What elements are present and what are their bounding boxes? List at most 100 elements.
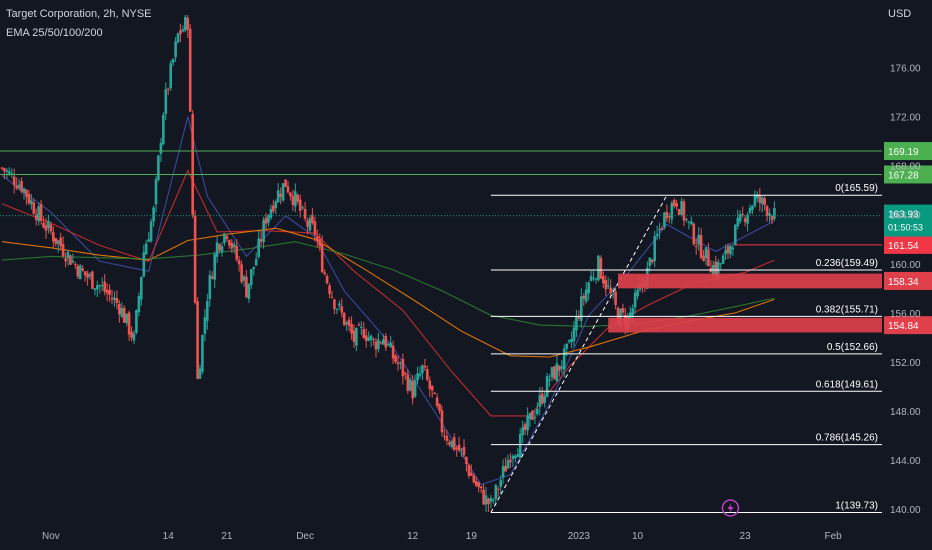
fib-level-label: 1(139.73) (835, 500, 878, 511)
lightning-icon[interactable] (721, 499, 740, 517)
candle-body (570, 339, 573, 343)
candle-body (100, 285, 104, 287)
candle-body (118, 304, 121, 315)
candle-body (108, 289, 111, 295)
candle-body (580, 296, 583, 321)
candle-body (391, 345, 395, 359)
candle-body (374, 341, 378, 350)
candle-body (81, 268, 84, 271)
candle-body (582, 296, 586, 299)
candle-body (223, 233, 226, 243)
candle-body (543, 396, 546, 403)
candle-body (401, 359, 405, 377)
candle-body (166, 88, 170, 90)
candle-body (482, 489, 485, 505)
candle-body (565, 343, 568, 349)
y-tick-label: 168.00 (890, 162, 921, 173)
price-tag-label: 154.84 (888, 321, 919, 332)
candle-body (680, 201, 683, 215)
candle-body (428, 380, 432, 389)
candle-body (311, 214, 314, 223)
y-tick-label: 144.00 (890, 456, 921, 467)
supply-demand-zone (618, 273, 882, 289)
candle-body (257, 238, 260, 257)
y-tick-label: 160.00 (890, 260, 921, 271)
candle-body (690, 221, 693, 225)
candle-body (91, 271, 94, 289)
candle-body (426, 369, 429, 380)
candle-body (707, 249, 710, 266)
candle-body (284, 179, 287, 187)
candle-body (279, 193, 282, 197)
candle-body (210, 276, 214, 279)
candle-body (39, 203, 43, 221)
candle-body (240, 264, 243, 282)
candle-body (276, 190, 280, 203)
candle-body (193, 215, 197, 303)
candle-body (724, 249, 727, 255)
candle-body (506, 460, 510, 469)
candle-body (93, 288, 97, 291)
candle-body (78, 265, 82, 280)
time-axis-area[interactable] (0, 519, 932, 550)
candle-body (162, 114, 165, 145)
candle-body (550, 367, 554, 378)
candle-body (516, 454, 520, 457)
candle-body (291, 195, 295, 205)
candle-body (105, 290, 109, 294)
y-tick-label: 164.00 (890, 211, 921, 222)
candle-body (404, 373, 407, 374)
candle-body (213, 254, 216, 280)
candle-body (42, 222, 45, 228)
candle-body (636, 289, 639, 297)
candle-body (435, 397, 439, 406)
candle-body (413, 380, 417, 397)
candle-body (487, 498, 490, 505)
candle-body (748, 207, 752, 213)
candle-body (17, 184, 21, 188)
candle-body (411, 380, 414, 399)
candle-body (470, 472, 473, 476)
candle-body (631, 308, 634, 316)
candle-body (64, 258, 67, 262)
candle-body (756, 194, 759, 199)
candle-body (220, 246, 224, 253)
candle-body (308, 218, 312, 231)
candle-body (230, 243, 234, 249)
candle-body (670, 203, 674, 220)
candle-body (15, 185, 18, 189)
candle-body (399, 362, 402, 364)
candle-body (323, 272, 326, 275)
candle-body (514, 455, 517, 459)
candle-body (577, 317, 581, 319)
candle-body (386, 344, 390, 346)
candle-body (132, 333, 136, 341)
candle-body (88, 274, 92, 277)
candle-body (675, 203, 678, 207)
candle-body (523, 424, 527, 430)
fib-level-label: 0.382(155.71) (816, 304, 878, 315)
candle-body (144, 243, 148, 255)
candle-body (325, 276, 329, 284)
candle-body (22, 188, 26, 193)
candle-body (694, 245, 698, 247)
x-tick-label: 14 (163, 531, 175, 542)
candle-body (606, 285, 610, 287)
candle-body (668, 215, 671, 217)
price-tag (884, 271, 932, 290)
candle-body (357, 324, 361, 326)
candle-body (262, 220, 265, 242)
candle-body (394, 355, 397, 363)
candle-body (208, 275, 212, 300)
candle-body (56, 240, 60, 244)
price-tag-label: 161.54 (888, 241, 919, 252)
candle-body (604, 280, 608, 290)
candle-body (452, 437, 456, 450)
candle-body (250, 269, 253, 285)
candle-body (152, 207, 155, 222)
candle-body (333, 299, 336, 309)
candle-body (350, 324, 353, 334)
candle-body (362, 329, 366, 338)
fib-level-label: 0(165.59) (835, 183, 878, 194)
